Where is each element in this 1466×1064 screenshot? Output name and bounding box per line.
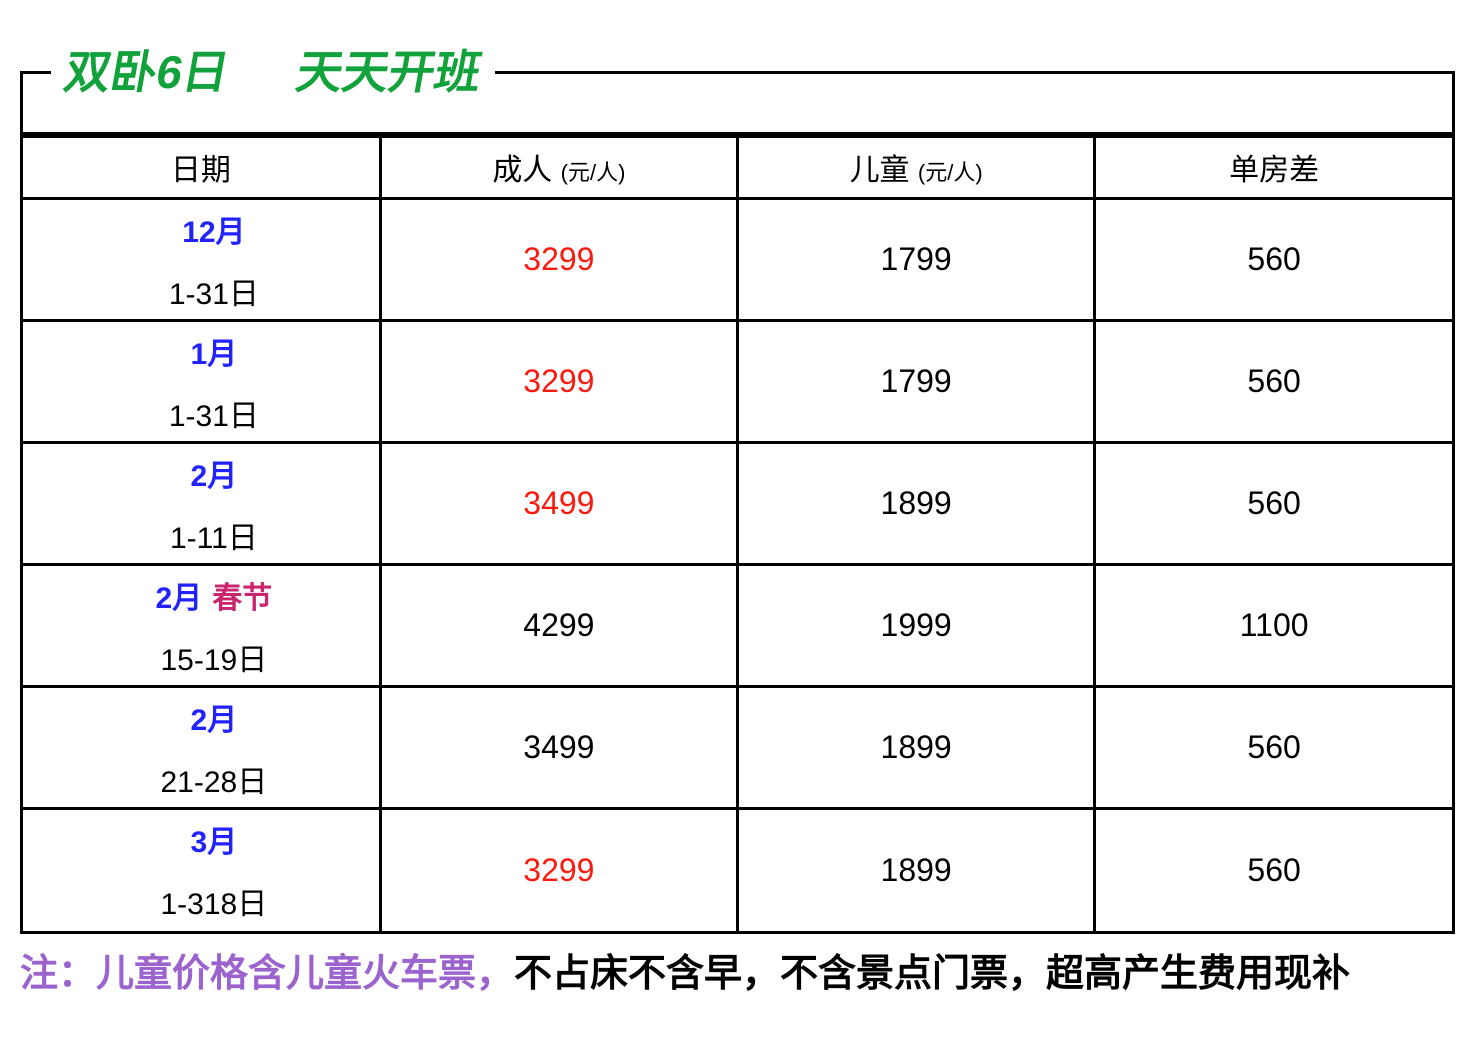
child-price-cell: 1999 [735,563,1097,688]
single-supplement-cell: 560 [1093,319,1452,444]
date-range: 1-318日 [160,888,268,922]
month-label: 3月 [190,826,238,860]
month-label: 2月 [190,459,238,493]
single-supplement-cell: 1100 [1093,563,1452,688]
date-cell: 2月 1-11日 [23,441,382,566]
month-label: 1月 [190,337,238,371]
header-child: 儿童 (元/人) [735,131,1097,200]
header-adult-unit: (元/人) [560,160,626,186]
date-range: 1-11日 [169,521,258,555]
single-supplement-cell: 560 [1093,807,1452,931]
single-supplement-cell: 560 [1093,685,1452,810]
header-child-unit: (元/人) [917,160,983,186]
table-row: 12月 1-31日 3299 1799 560 [23,197,1452,322]
title-gap [23,102,1452,132]
price-table-header: 日期 成人 (元/人) 儿童 (元/人) 单房差 [23,131,1452,200]
single-supplement-cell: 560 [1093,197,1452,322]
header-date-label: 日期 [170,154,231,188]
date-range: 15-19日 [160,643,268,677]
month-label: 12月 [182,215,246,249]
header-adult-label: 成人 [492,154,553,188]
header-row: 日期 成人 (元/人) 儿童 (元/人) 单房差 [23,131,1452,200]
adult-price-cell: 3299 [378,807,740,931]
table-row: 3月 1-318日 3299 1899 560 [23,807,1452,931]
price-table-body: 12月 1-31日 3299 1799 560 1月 1-31日 3299 17… [23,197,1452,931]
page-title-schedule: 天天开班 [292,46,487,98]
footnote-highlight: 注：儿童价格含儿童火车票， [20,952,515,995]
table-row: 2月 春节 15-19日 4299 1999 1100 [23,563,1452,688]
date-range: 21-28日 [160,765,268,799]
header-date: 日期 [23,131,382,200]
footnote: 注：儿童价格含儿童火车票，不占床不含早，不含景点门票，超高产生费用现补 [20,942,1455,997]
date-cell: 12月 1-31日 [23,197,382,322]
date-range: 1-31日 [168,399,259,433]
date-cell: 2月 春节 15-19日 [23,563,382,688]
header-child-label: 儿童 [849,154,910,188]
header-single-supplement: 单房差 [1093,131,1452,200]
footnote-rest: 不占床不含早，不含景点门票，超高产生费用现补 [514,952,1351,995]
child-price-cell: 1799 [735,197,1097,322]
month-label: 2月 [155,581,203,615]
header-single-supplement-label: 单房差 [1229,154,1320,188]
price-table: 日期 成人 (元/人) 儿童 (元/人) 单房差 12月 [23,131,1452,931]
child-price-cell: 1799 [735,319,1097,444]
adult-price-cell: 4299 [378,563,740,688]
child-price-cell: 1899 [735,685,1097,810]
month-label: 2月 [190,703,238,737]
header-adult: 成人 (元/人) [378,131,740,200]
date-cell: 1月 1-31日 [23,319,382,444]
table-row: 2月 1-11日 3499 1899 560 [23,441,1452,566]
date-range: 1-31日 [168,277,259,311]
table-row: 2月 21-28日 3499 1899 560 [23,685,1452,810]
child-price-cell: 1899 [735,807,1097,931]
date-cell: 3月 1-318日 [23,807,382,931]
child-price-cell: 1899 [735,441,1097,566]
single-supplement-cell: 560 [1093,441,1452,566]
page-title-product: 双卧6日 [60,46,234,98]
holiday-label: 春节 [212,581,273,615]
date-cell: 2月 21-28日 [23,685,382,810]
price-sheet-frame: 双卧6日 天天开班 日期 成人 (元/人) 儿童 (元/人) [20,44,1455,934]
adult-price-cell: 3299 [378,319,740,444]
adult-price-cell: 3499 [378,685,740,810]
table-row: 1月 1-31日 3299 1799 560 [23,319,1452,444]
adult-price-cell: 3499 [378,441,740,566]
adult-price-cell: 3299 [378,197,740,322]
page-title: 双卧6日 天天开班 [51,44,495,102]
